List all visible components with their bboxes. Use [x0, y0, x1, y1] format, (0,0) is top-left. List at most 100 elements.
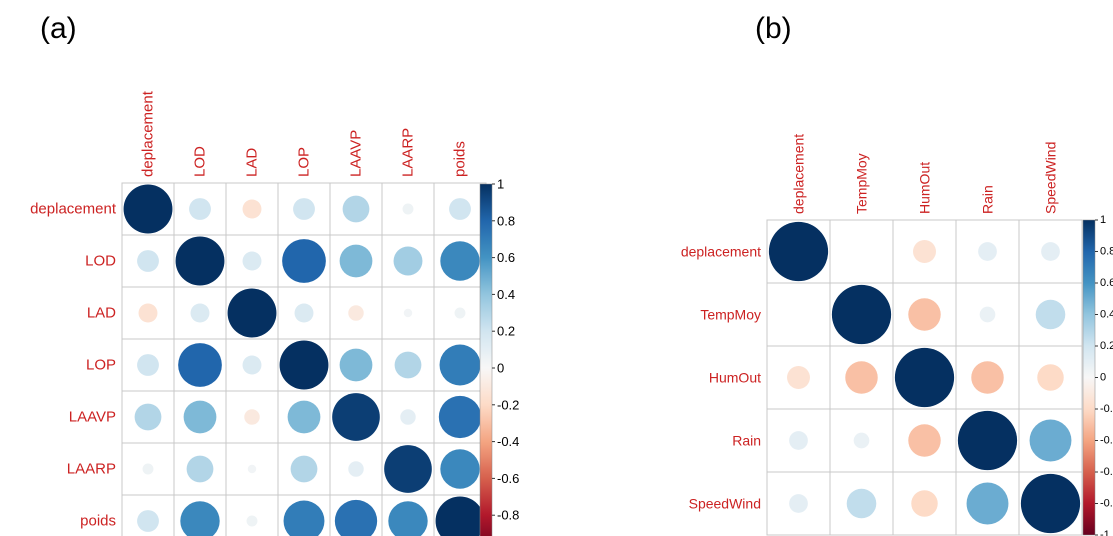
- col-label-LOD: LOD: [192, 146, 209, 177]
- col-label-LAARP: LAARP: [400, 128, 417, 177]
- corr-circle-LOD-deplacement: [137, 250, 159, 272]
- corr-circle-HumOut-SpeedWind: [1037, 364, 1064, 391]
- corr-circle-LAD-LAAVP: [348, 305, 364, 321]
- corr-circle-LAAVP-LAD: [244, 409, 260, 425]
- corr-circle-LAAVP-poids: [438, 395, 482, 439]
- corr-circle-deplacement-poids: [449, 198, 471, 220]
- corr-circle-poids-LAAVP: [334, 499, 378, 536]
- colorbar-tick-label: -0.2: [1100, 403, 1113, 415]
- colorbar-tick-label: 0: [1100, 372, 1106, 384]
- row-label-LAD: LAD: [87, 305, 116, 322]
- corr-circle-Rain-deplacement: [789, 431, 808, 450]
- colorbar-tick-label: -0.2: [497, 397, 519, 412]
- col-label-Rain: Rain: [980, 185, 996, 214]
- colorbar-tick-label: 0.6: [1100, 277, 1113, 289]
- corr-circle-deplacement-Rain: [978, 242, 997, 261]
- corr-circle-LAAVP-LAARP: [400, 409, 416, 425]
- corr-circle-TempMoy-SpeedWind: [1035, 299, 1066, 330]
- corr-circle-LAD-poids: [454, 307, 466, 319]
- row-label-Rain: Rain: [732, 433, 761, 449]
- col-label-LAAVP: LAAVP: [348, 130, 365, 177]
- colorbar-tick-label: 0.4: [1100, 309, 1113, 321]
- corr-circle-Rain-Rain: [957, 410, 1018, 471]
- colorbar-tick-label: 0: [497, 361, 504, 376]
- corr-circle-deplacement-LAD: [242, 199, 262, 219]
- corr-circle-LAARP-LAAVP: [348, 461, 364, 477]
- corr-circle-LOP-LOP: [279, 340, 329, 390]
- corr-circle-LOP-LOD: [178, 343, 222, 387]
- corr-circle-deplacement-LAARP: [402, 203, 414, 215]
- corr-circle-LOP-deplacement: [137, 354, 159, 376]
- row-label-deplacement: deplacement: [681, 244, 761, 260]
- corr-circle-poids-LOD: [180, 501, 220, 536]
- corr-circle-LOD-LAD: [242, 251, 262, 271]
- corr-circle-poids-LOP: [283, 500, 325, 536]
- corr-circle-LAARP-LAD: [247, 464, 257, 474]
- corr-circle-deplacement-LOD: [189, 198, 211, 220]
- colorbar-tick-label: -0.8: [497, 508, 519, 523]
- row-label-LAARP: LAARP: [67, 461, 116, 478]
- corr-circle-SpeedWind-deplacement: [789, 494, 808, 513]
- corr-circle-SpeedWind-HumOut: [911, 490, 938, 517]
- corr-circle-LAD-deplacement: [138, 303, 158, 323]
- colorbar-tick-label: 0.6: [497, 250, 515, 265]
- corr-circle-LOP-LAD: [242, 355, 262, 375]
- col-label-SpeedWind: SpeedWind: [1043, 142, 1059, 214]
- row-label-TempMoy: TempMoy: [700, 307, 761, 323]
- corr-circle-deplacement-SpeedWind: [1041, 242, 1060, 261]
- corr-circle-LAD-LAARP: [403, 308, 413, 318]
- corr-circle-TempMoy-HumOut: [908, 298, 941, 331]
- panel-label-b: (b): [755, 12, 792, 45]
- col-label-deplacement: deplacement: [791, 134, 807, 214]
- corr-circle-Rain-HumOut: [908, 424, 941, 457]
- row-label-SpeedWind: SpeedWind: [689, 496, 761, 512]
- corr-circle-LAAVP-LOP: [287, 400, 321, 434]
- corr-circle-HumOut-HumOut: [894, 347, 955, 408]
- corr-circle-poids-deplacement: [137, 510, 159, 532]
- corr-circle-LAARP-deplacement: [142, 463, 154, 475]
- corr-circle-LAARP-LOD: [186, 455, 214, 483]
- corr-circle-LOD-LOP: [282, 239, 326, 283]
- corr-circle-LOD-LAARP: [393, 246, 423, 276]
- corr-circle-poids-poids: [435, 496, 485, 536]
- corr-circle-LOD-LOD: [175, 236, 225, 286]
- corr-circle-HumOut-Rain: [971, 361, 1004, 394]
- corr-circle-TempMoy-TempMoy: [831, 284, 892, 345]
- corr-circle-Rain-SpeedWind: [1029, 419, 1072, 462]
- corr-circle-deplacement-LAAVP: [342, 195, 370, 223]
- row-label-LAAVP: LAAVP: [69, 409, 116, 426]
- col-label-HumOut: HumOut: [917, 162, 933, 214]
- colorbar-tick-label: -1: [1100, 529, 1110, 536]
- corr-circle-deplacement-LOP: [293, 198, 315, 220]
- corr-circle-LOP-poids: [439, 344, 481, 386]
- row-label-poids: poids: [80, 513, 116, 530]
- corr-circle-HumOut-TempMoy: [845, 361, 878, 394]
- corr-circle-LOD-LAAVP: [339, 244, 373, 278]
- corr-circle-LOD-poids: [440, 241, 480, 281]
- col-label-LAD: LAD: [244, 148, 261, 177]
- corr-circle-SpeedWind-SpeedWind: [1020, 473, 1081, 534]
- corr-circle-LAAVP-deplacement: [134, 403, 162, 431]
- corr-circle-poids-LAARP: [388, 501, 428, 536]
- corr-circle-poids-LAD: [246, 515, 258, 527]
- corr-circle-LAD-LAD: [227, 288, 277, 338]
- colorbar-tick-label: -0.6: [1100, 466, 1113, 478]
- row-label-LOD: LOD: [85, 253, 116, 270]
- corr-circle-LOP-LAAVP: [339, 348, 373, 382]
- col-label-poids: poids: [452, 141, 469, 177]
- corr-circle-LAAVP-LAAVP: [332, 393, 380, 441]
- colorbar-tick-label: 0.2: [497, 324, 515, 339]
- colorbar-tick-label: 1: [497, 177, 504, 192]
- panel-label-a: (a): [40, 12, 77, 45]
- colorbar-tick-label: 1: [1100, 214, 1106, 226]
- colorbar-tick-label: -0.8: [1100, 498, 1113, 510]
- colorbar-tick-label: -0.4: [1100, 435, 1113, 447]
- corr-circle-SpeedWind-Rain: [966, 482, 1009, 525]
- corr-circle-SpeedWind-TempMoy: [846, 488, 877, 519]
- colorbar-tick-label: 0.4: [497, 287, 515, 302]
- colorbar-tick-label: -0.6: [497, 471, 519, 486]
- corr-circle-LAD-LOD: [190, 303, 210, 323]
- corr-circle-HumOut-deplacement: [787, 366, 810, 389]
- corr-circle-LAARP-LOP: [290, 455, 318, 483]
